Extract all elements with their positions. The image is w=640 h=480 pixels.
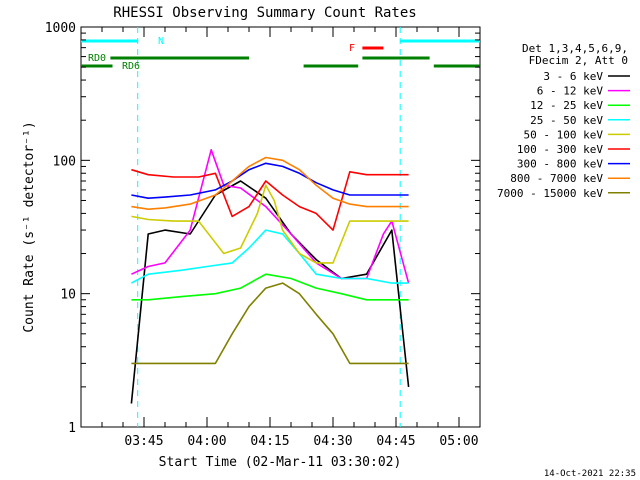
y-tick-label: 1: [68, 421, 76, 436]
x-tick-label: 04:45: [376, 434, 415, 449]
state-bars: [81, 39, 480, 68]
series-line: [130, 180, 410, 404]
x-tick-label: 05:00: [439, 434, 478, 449]
x-axis-label: Start Time (02-Mar-11 03:30:02): [159, 455, 402, 470]
series-line: [131, 149, 410, 284]
series-lines: [130, 149, 410, 404]
series-line: [131, 162, 409, 199]
night-boundary-guides: [137, 27, 401, 427]
legend-header-line-2: FDecim 2, Att 0: [529, 54, 628, 67]
legend-label: 6 - 12 keV: [537, 85, 604, 98]
legend-label: 12 - 25 keV: [530, 99, 603, 112]
footer-timestamp: 14-Oct-2021 22:35: [544, 469, 636, 479]
annotation-flare: F: [349, 43, 355, 54]
x-tick-label: 04:00: [187, 434, 226, 449]
x-tick-label: 04:15: [250, 434, 289, 449]
y-tick-label: 100: [53, 154, 76, 169]
y-tick-label: 1000: [45, 21, 76, 36]
series-line: [131, 184, 409, 264]
legend-label: 800 - 7000 keV: [510, 172, 603, 185]
legend-label: 3 - 6 keV: [543, 70, 603, 83]
y-tick-label: 10: [60, 288, 76, 303]
legend-label: 50 - 100 keV: [524, 128, 604, 141]
series-line: [131, 229, 409, 284]
chart-title: RHESSI Observing Summary Count Rates: [113, 5, 416, 21]
annotation-rd0: RD0: [88, 53, 106, 64]
legend-label: 25 - 50 keV: [530, 114, 603, 127]
legend-header-line-1: Det 1,3,4,5,6,9,: [522, 42, 628, 55]
plot-frame: [80, 26, 481, 428]
legend-label: 7000 - 15000 keV: [497, 187, 603, 200]
x-axis-ticks: 03:45 04:00 04:15 04:30 04:45 05:00: [101, 27, 479, 449]
annotation-rd6: RD6: [122, 61, 140, 72]
annotation-night: N: [158, 36, 164, 47]
y-axis-ticks: 1 10 100 1000: [45, 21, 480, 436]
legend-label: 100 - 300 keV: [517, 143, 603, 156]
series-line: [131, 282, 409, 365]
series-line: [131, 156, 409, 210]
x-tick-label: 04:30: [313, 434, 352, 449]
legend-label: 300 - 800 keV: [517, 158, 603, 171]
x-tick-label: 03:45: [124, 434, 163, 449]
series-line: [131, 273, 409, 301]
y-axis-label: Count Rate (s⁻¹ detector⁻¹): [22, 121, 37, 332]
series-line: [131, 168, 409, 231]
